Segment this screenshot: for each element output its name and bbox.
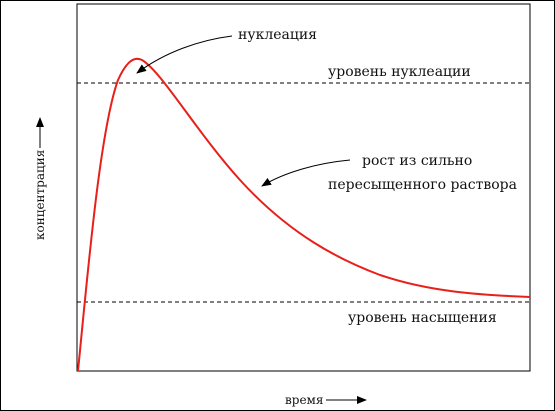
nucleation-label: нуклеация: [238, 27, 317, 43]
y-axis-label-group: концентрация: [33, 117, 47, 240]
nucleation-level-label: уровень нуклеации: [328, 64, 471, 80]
growth-arrow: [261, 159, 351, 187]
growth-label-line1: рост из сильно: [362, 153, 472, 169]
saturation-level-label: уровень насыщения: [348, 310, 497, 326]
plot-area: [76, 3, 531, 372]
x-axis-label: время: [285, 393, 323, 407]
growth-label-line2: пересыщенного раствора: [328, 177, 517, 193]
y-axis-label: концентрация: [33, 150, 47, 240]
concentration-curve: [77, 57, 531, 372]
nucleation-arrow: [136, 35, 233, 74]
